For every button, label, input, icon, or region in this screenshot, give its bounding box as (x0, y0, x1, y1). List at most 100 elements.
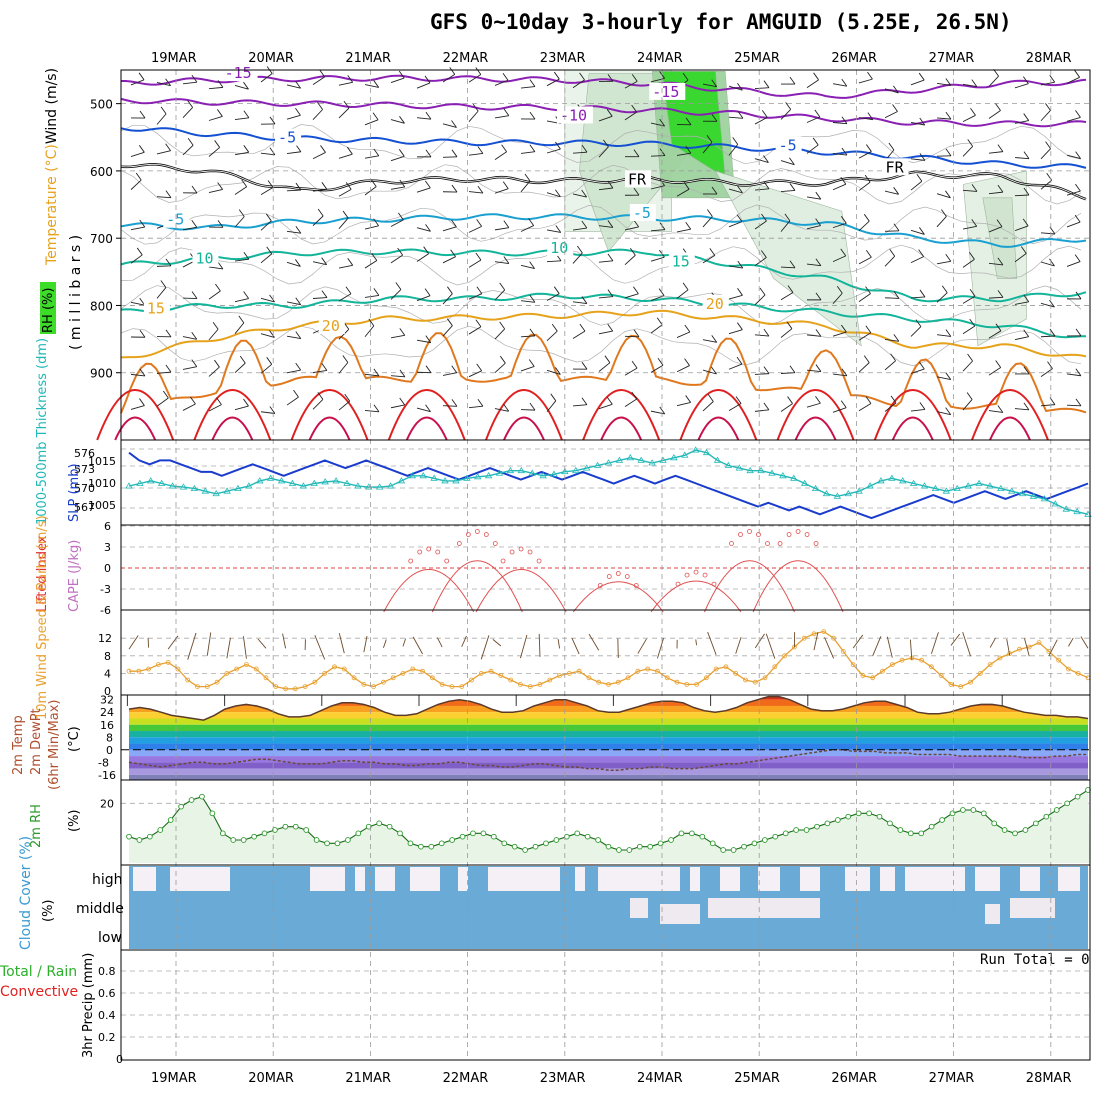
wind-barb (364, 84, 379, 88)
rh2m-marker (157, 827, 164, 833)
wind-barb (598, 225, 613, 228)
wind-barb (754, 188, 769, 191)
thickness-marker (942, 487, 951, 494)
wind-barb (494, 79, 509, 86)
wind-barb-flag (139, 368, 146, 377)
wind-barb-flag (269, 330, 275, 338)
wind-barb-flag (269, 406, 276, 414)
rh2m-marker (626, 847, 633, 853)
wind-barb (936, 193, 951, 199)
wind-barb (130, 405, 145, 410)
thickness-marker (136, 479, 144, 486)
wind-barb-flag (293, 389, 299, 398)
contour-label-bg (221, 64, 258, 82)
ytick-slp-1005: 1005 (88, 499, 116, 512)
rh2m-marker (1064, 800, 1071, 807)
wind10-barb (931, 632, 939, 654)
wind-barb (338, 153, 353, 159)
ylabel-rh2m: 2m RH (29, 804, 44, 848)
wind-barb (442, 405, 458, 407)
wind-barb (260, 411, 275, 414)
ylabel-total-rain: Total / Rain (0, 964, 77, 980)
wind-barb (598, 146, 609, 158)
wind-barb (858, 403, 872, 412)
wind-barb-flag (162, 390, 169, 399)
thickness-marker (1029, 492, 1038, 499)
wind-barb-flag (709, 248, 716, 256)
ytick-pressure-900: 900 (90, 367, 113, 381)
wind-barb-flag (919, 289, 926, 298)
wind-barb-flag (603, 139, 609, 148)
wind-barb (1066, 76, 1080, 84)
wind-barb-flag (737, 288, 743, 296)
chart-title: GFS 0~10day 3-hourly for AMGUID (5.25E, … (430, 10, 1012, 34)
wind-barb-flag (763, 402, 770, 411)
wind10-marker (684, 682, 690, 687)
temp-band-4 (129, 718, 1088, 725)
wind-barb-flag (760, 250, 767, 258)
wind-barb (884, 360, 896, 371)
temp-arc-1 (193, 389, 272, 441)
rh2m-marker (574, 830, 581, 837)
wind-barb-flag (841, 324, 847, 333)
cloud-high-15 (880, 867, 895, 891)
wind-barb-flag (785, 102, 792, 110)
wind10-marker (870, 675, 876, 681)
rh2m-marker (907, 830, 914, 837)
wind10-barb (989, 637, 996, 648)
rh2m-marker (1001, 827, 1008, 833)
ytick-temp-16: 16 (100, 719, 114, 732)
thickness-marker (997, 484, 1005, 492)
rh2m-marker (459, 833, 466, 840)
dewpt2m-line (128, 749, 1088, 771)
ytick-temp-32: 32 (100, 694, 114, 707)
temp-contour-7 (120, 309, 1087, 359)
wind-barb-flag (321, 182, 328, 190)
wind-barb (442, 226, 457, 232)
wind-barb-flag (528, 359, 535, 367)
wind-barb-flag (815, 191, 822, 200)
wind-barb (416, 295, 431, 302)
wind10-marker (655, 668, 660, 674)
wind-barb (442, 372, 457, 376)
wind-barb (910, 256, 924, 264)
wind-barb-flag (423, 246, 430, 254)
rh2m-marker (428, 843, 435, 850)
thickness-marker (266, 474, 275, 481)
wind-barb-flag (476, 219, 483, 227)
wind-barb-flag (865, 396, 872, 404)
li-marker (765, 541, 770, 546)
wind-barb (312, 76, 325, 85)
panel-bg-3 (121, 610, 1090, 695)
wind-barb (468, 110, 479, 123)
wind10-barb (813, 632, 819, 651)
rh2m-marker (887, 820, 893, 827)
wind-barb-flag (893, 187, 899, 195)
wind-barb (390, 404, 405, 409)
cloud-level-middle: middle (76, 901, 124, 917)
wind-barb-flag (763, 80, 770, 88)
thickness-marker (125, 482, 133, 489)
wind10-marker (1075, 671, 1081, 676)
wind-barb (780, 328, 793, 338)
wind-barb-flag (890, 395, 897, 404)
wind-barb (364, 155, 379, 159)
wind10-marker (860, 673, 866, 678)
thickness-marker (288, 479, 297, 486)
wind10-marker (126, 668, 132, 674)
li-marker (435, 549, 441, 555)
wind-barb-flag (529, 79, 536, 87)
wind-barb (676, 152, 691, 156)
cloud-high-1 (170, 867, 230, 891)
wind-barb-flag (160, 106, 167, 115)
contour-label-bg (629, 204, 656, 221)
wind-barb-flag (945, 190, 951, 199)
thickness-marker (681, 451, 689, 458)
wind-barb-flag (243, 398, 249, 407)
wind10-marker (469, 677, 474, 683)
wind-barb (832, 153, 847, 156)
temp-band-13 (129, 774, 1088, 780)
wind-barb-flag (607, 74, 614, 82)
wind-barb (364, 409, 379, 413)
